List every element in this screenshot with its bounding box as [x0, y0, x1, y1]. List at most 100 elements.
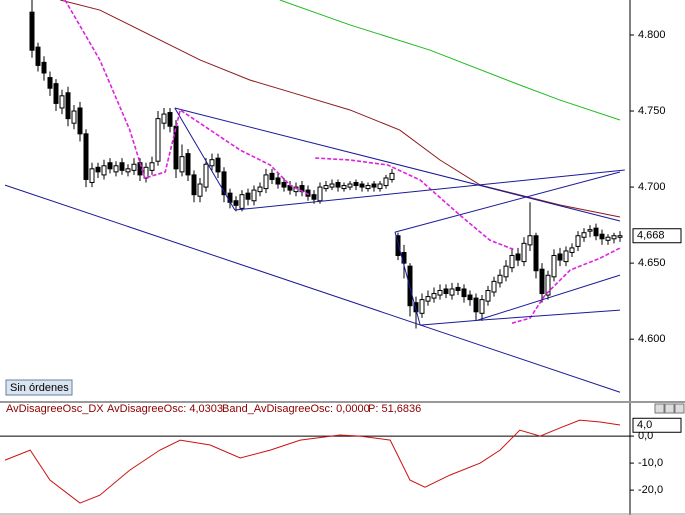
- indicator-header: Band_AvDisagreeOsc: 0,0000: [222, 403, 370, 415]
- candle-body: [167, 112, 173, 127]
- candle-body: [311, 194, 317, 200]
- candle-body: [521, 242, 527, 263]
- indicator-line: [420, 319, 481, 326]
- candle-body: [413, 302, 419, 313]
- candle-body: [89, 168, 95, 184]
- candle-body: [143, 166, 149, 179]
- candle-body: [551, 255, 557, 278]
- candle-body: [71, 110, 77, 124]
- candle-body: [437, 289, 443, 296]
- candle-body: [65, 92, 71, 120]
- candle-body: [263, 174, 269, 190]
- indicator-line: [174, 107, 236, 211]
- candle-body: [281, 182, 287, 188]
- candle-body: [575, 235, 581, 247]
- indicator-header: AvDisagreeOsc: 4,0303: [107, 403, 223, 415]
- candle-body: [173, 125, 179, 170]
- candle-body: [509, 255, 515, 269]
- candle-body: [269, 172, 275, 180]
- y-tick-label: 4.600: [638, 333, 666, 345]
- indicator-line: [480, 309, 621, 321]
- candle-body: [239, 194, 245, 209]
- indicator-header: AvDisagreeOsc_DX: [6, 403, 104, 415]
- plot-area: [4, 0, 625, 393]
- candle-body: [425, 296, 431, 302]
- candle-body: [587, 229, 593, 232]
- button-label[interactable]: Sin órdenes: [10, 382, 69, 394]
- candle-body: [257, 186, 263, 193]
- candle-body: [557, 253, 563, 261]
- candle-body: [119, 162, 125, 171]
- candle-body: [125, 168, 131, 173]
- candle-body: [389, 172, 395, 180]
- candle-body: [233, 200, 239, 206]
- button-frame[interactable]: [5, 379, 73, 396]
- last-value-label: 4,0: [637, 419, 652, 431]
- candle-body: [605, 236, 611, 241]
- candle-body: [95, 166, 101, 173]
- candle-body: [515, 253, 521, 261]
- candle-body: [383, 177, 389, 187]
- candle-body: [443, 288, 449, 295]
- candle-body: [245, 192, 251, 200]
- candle-body: [449, 288, 455, 296]
- candle-body: [29, 11, 35, 51]
- candle-body: [113, 165, 119, 173]
- candle-body: [83, 133, 89, 180]
- candle-body: [341, 185, 347, 190]
- candle-body: [347, 183, 353, 188]
- candle-body: [161, 113, 167, 124]
- icon-maximize[interactable]: [664, 403, 675, 414]
- candle-body: [539, 268, 545, 295]
- icon-close[interactable]: [674, 403, 685, 414]
- candle-body: [497, 274, 503, 284]
- candle-body: [335, 182, 341, 188]
- candle-body: [377, 183, 383, 190]
- candle-body: [353, 182, 359, 187]
- last-value-box: [632, 228, 682, 244]
- candle-body: [35, 46, 41, 66]
- candle-body: [251, 189, 257, 202]
- candle-body: [617, 235, 623, 238]
- candle-body: [77, 107, 83, 135]
- candle-body: [215, 157, 221, 173]
- candle-body: [185, 153, 191, 176]
- candle-body: [503, 265, 509, 278]
- candle-body: [275, 177, 281, 185]
- candle-body: [485, 289, 491, 302]
- candle-body: [527, 235, 533, 246]
- icon-minimize[interactable]: [654, 403, 665, 414]
- candle-body: [41, 61, 47, 74]
- candle-body: [371, 183, 377, 188]
- candle-body: [209, 159, 215, 167]
- candle-body: [569, 247, 575, 253]
- candle-body: [323, 185, 329, 190]
- candle-body: [395, 235, 401, 257]
- indicator-line: [279, 0, 621, 121]
- y-tick-label: 4.800: [638, 29, 666, 41]
- candle-body: [593, 227, 599, 237]
- y-tick-label: 4.750: [638, 105, 666, 117]
- candle-body: [329, 183, 335, 188]
- candle-body: [149, 162, 155, 171]
- y-tick-label: -10,0: [638, 457, 663, 469]
- candle-body: [365, 185, 371, 190]
- panel-icons: [654, 403, 685, 414]
- candle-body: [53, 83, 59, 104]
- candle-body: [479, 299, 485, 314]
- last-value-label: 4,668: [637, 230, 665, 242]
- orders-button[interactable]: Sin órdenes: [5, 379, 73, 396]
- candle-body: [47, 77, 53, 89]
- panel-separator: [0, 401, 685, 403]
- y-tick-label: -20,0: [638, 484, 663, 496]
- candle-body: [317, 186, 323, 202]
- candle-body: [545, 274, 551, 296]
- y-tick-label: 4.650: [638, 257, 666, 269]
- last-value-box: [632, 417, 682, 433]
- candle-body: [359, 183, 365, 188]
- candle-body: [197, 183, 203, 197]
- indicator-line: [4, 419, 621, 504]
- candle-body: [419, 299, 425, 314]
- indicator-line: [394, 171, 621, 233]
